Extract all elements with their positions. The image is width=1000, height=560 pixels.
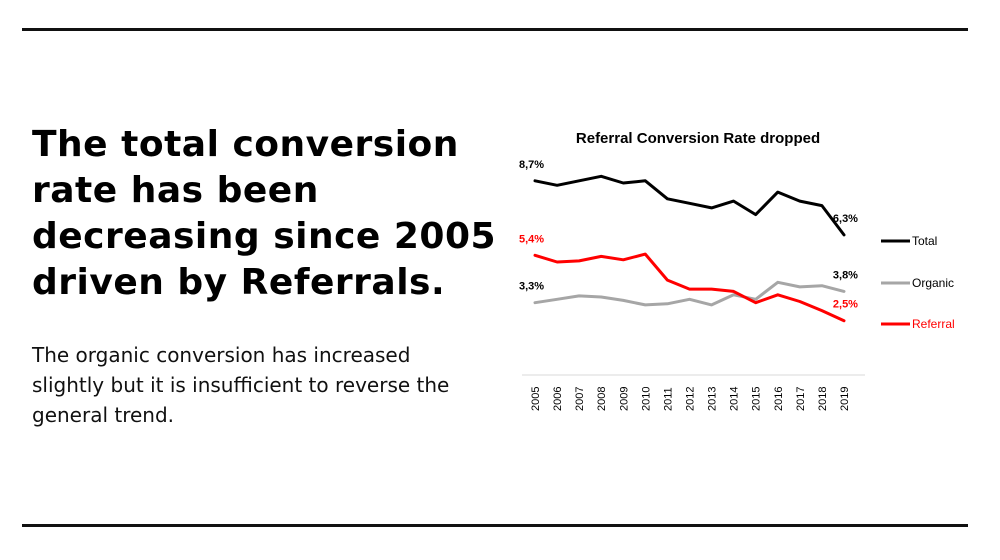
x-axis: 2005 2006 2007 2008 2009 2010 2011 2012 2013 2014… xyxy=(522,374,865,411)
x-tick-label: 2015 xyxy=(751,387,763,411)
chart-title: Referral Conversion Rate dropped xyxy=(576,130,820,147)
data-label-total-last: 6,3% xyxy=(833,213,858,225)
x-tick-label: 2017 xyxy=(795,387,807,411)
x-tick-label: 2005 xyxy=(530,387,542,411)
x-tick-label: 2012 xyxy=(684,387,696,411)
x-tick-label: 2008 xyxy=(596,387,608,411)
series-line-organic xyxy=(533,280,846,307)
data-label-total-first: 8,7% xyxy=(519,159,544,171)
body-text: The organic conversion has increased sli… xyxy=(32,343,450,427)
x-tick-label: 2014 xyxy=(729,387,741,411)
x-tick-label: 2009 xyxy=(618,387,630,411)
x-tick-label: 2016 xyxy=(773,387,785,411)
x-tick-label: 2018 xyxy=(817,387,829,411)
data-label-referral-last: 2,5% xyxy=(833,299,858,311)
data-labels: 8,7% 6,3% 3,3% 3,8% 5,4% 2,5% xyxy=(519,159,858,311)
x-tick-label: 2011 xyxy=(662,387,674,411)
bottom-rule xyxy=(22,524,968,527)
data-label-referral-first: 5,4% xyxy=(519,233,544,245)
headline: The total conversion rate has been decre… xyxy=(32,124,497,303)
legend-label-organic: Organic xyxy=(912,276,954,290)
data-label-organic-last: 3,8% xyxy=(833,269,858,281)
x-tick-label: 2006 xyxy=(552,387,564,411)
legend-label-referral: Referral xyxy=(912,317,955,331)
legend: Total Organic Referral xyxy=(881,234,955,331)
line-chart: Referral Conversion Rate dropped 8,7% 6,3… xyxy=(519,130,955,411)
x-tick-label: 2010 xyxy=(640,387,652,411)
x-tick-label: 2013 xyxy=(707,387,719,411)
series-line-referral xyxy=(533,252,846,323)
data-label-organic-first: 3,3% xyxy=(519,281,544,293)
legend-label-total: Total xyxy=(912,234,937,248)
top-rule xyxy=(22,28,968,31)
x-tick-label: 2007 xyxy=(574,387,586,411)
series-line-total xyxy=(533,174,846,237)
series-lines xyxy=(533,174,846,323)
x-tick-label: 2019 xyxy=(839,387,851,411)
